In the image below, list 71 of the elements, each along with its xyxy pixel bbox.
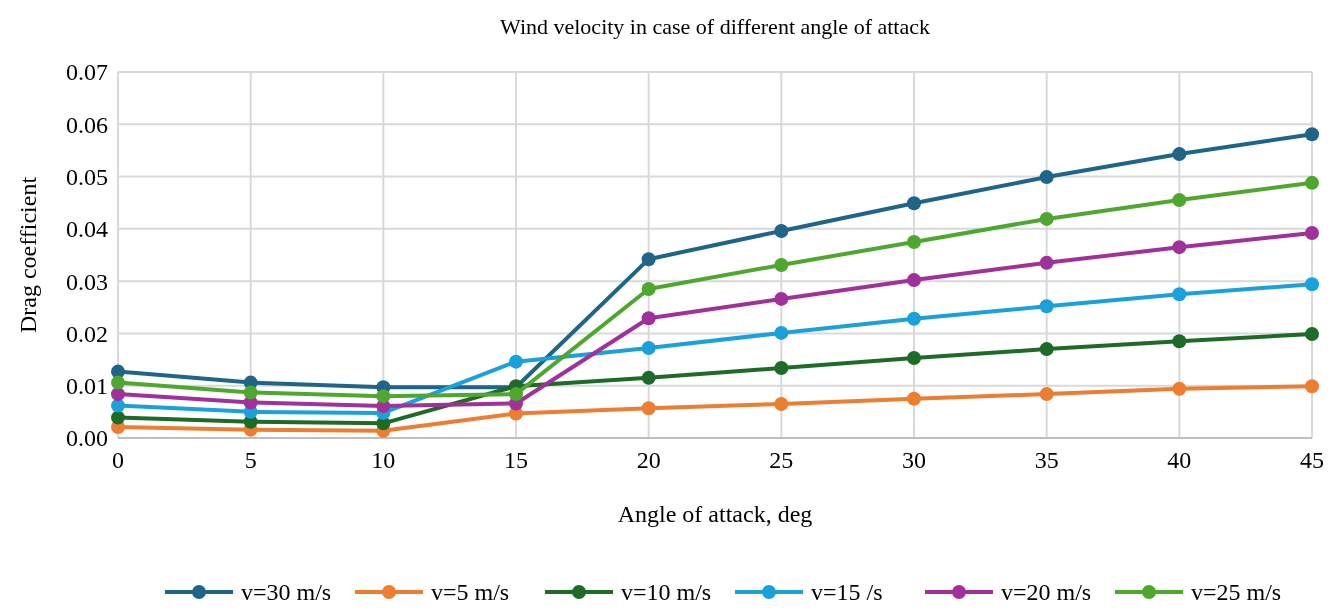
x-tick-label: 45: [1300, 447, 1324, 473]
point: [774, 325, 789, 340]
point: [1039, 342, 1054, 357]
point: [1172, 334, 1187, 349]
x-tick-label: 20: [636, 447, 661, 473]
y-tick-label: 0.01: [66, 373, 108, 400]
x-tick-label: 40: [1167, 447, 1192, 473]
legend-label: v=25 m/s: [1191, 579, 1282, 606]
x-tick-label: 5: [244, 447, 257, 473]
point: [1039, 299, 1054, 314]
y-tick-label: 0.07: [66, 59, 108, 86]
x-tick-label: 25: [769, 447, 794, 473]
point: [641, 311, 656, 326]
point: [1305, 326, 1319, 341]
legend-label: v=15 /s: [811, 579, 883, 606]
point: [641, 341, 656, 356]
y-tick-label: 0.04: [66, 216, 108, 243]
y-tick-label: 0.03: [66, 268, 108, 295]
point: [1305, 379, 1319, 394]
point: [111, 387, 125, 402]
legend-label: v=30 m/s: [241, 579, 332, 606]
point: [111, 398, 125, 413]
y-tick-label: 0.02: [66, 320, 108, 347]
point: [376, 389, 391, 404]
point: [1039, 387, 1054, 402]
point: [641, 401, 656, 416]
point: [1305, 277, 1319, 292]
point: [907, 273, 921, 288]
point: [641, 281, 656, 296]
x-tick-label: 10: [371, 447, 396, 473]
chart-title: Wind velocity in case of different angle of attack: [500, 14, 930, 39]
x-axis-title: Angle of attack, deg: [617, 501, 813, 527]
point: [774, 291, 789, 306]
point: [509, 387, 523, 402]
point: [774, 223, 789, 238]
x-tick-label: 0: [112, 447, 124, 473]
point: [1039, 255, 1054, 270]
point: [907, 234, 921, 249]
point: [509, 354, 523, 369]
y-tick-label: 0.00: [66, 425, 108, 452]
point: [1039, 170, 1054, 185]
point: [1172, 240, 1187, 255]
point: [1172, 287, 1187, 302]
point: [1172, 193, 1187, 208]
point: [641, 370, 656, 385]
point: [111, 410, 125, 425]
point: [243, 385, 258, 400]
point: [111, 375, 125, 390]
point: [1172, 147, 1187, 162]
legend-label: v=5 m/s: [431, 579, 510, 606]
point: [1039, 211, 1054, 226]
y-tick-label: 0.06: [66, 111, 108, 138]
x-tick-label: 30: [902, 447, 926, 473]
point: [907, 311, 921, 326]
point: [907, 391, 921, 406]
point: [641, 252, 656, 267]
point: [1305, 226, 1319, 241]
point: [1305, 175, 1319, 190]
point: [774, 360, 789, 375]
point: [1172, 381, 1187, 396]
x-tick-label: 35: [1034, 447, 1059, 473]
y-axis-title: Drag coefficient: [15, 176, 41, 334]
point: [907, 196, 921, 211]
point: [907, 351, 921, 365]
legend-label: v=20 m/s: [1001, 579, 1092, 606]
point: [1305, 127, 1319, 142]
y-tick-label: 0.05: [66, 163, 108, 190]
x-tick-label: 15: [504, 447, 528, 473]
point: [774, 397, 789, 412]
point: [774, 257, 789, 272]
legend-label: v=10 m/s: [621, 579, 712, 606]
